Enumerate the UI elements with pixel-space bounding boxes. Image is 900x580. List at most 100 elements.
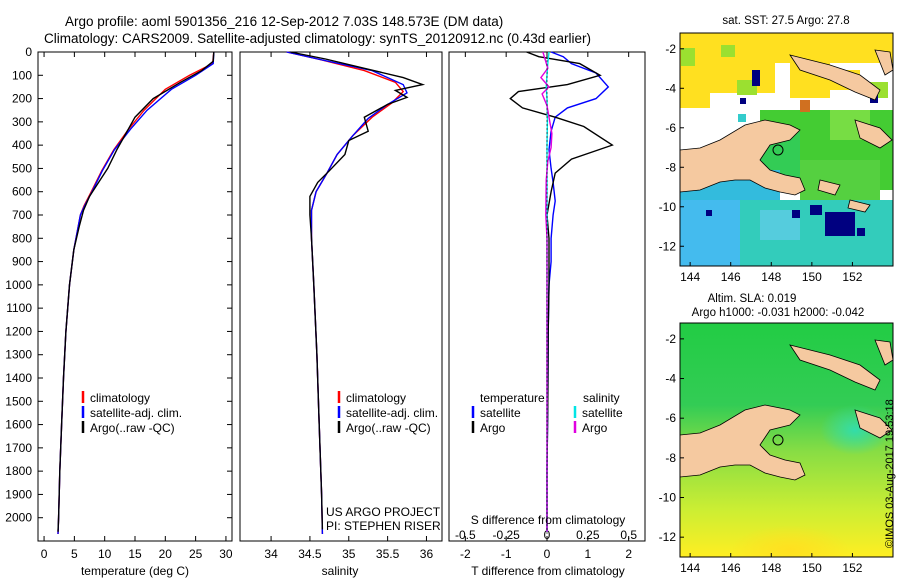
temperature-x-tick-label: 0 xyxy=(41,547,48,561)
project-label: US ARGO PROJECT xyxy=(326,505,441,519)
depth-tick-label: 1200 xyxy=(5,324,32,338)
legend-label-climatology: climatology xyxy=(90,391,150,405)
salinity-x-label: salinity xyxy=(322,564,359,578)
sla-lat-label: -12 xyxy=(659,530,677,544)
sst-map-panel: sat. SST: 27.5 Argo: 27.8 xyxy=(659,15,894,284)
sla-map-title-line-1: Altim. SLA: 0.019 xyxy=(708,293,797,305)
salinity-x-tick-label: 35.5 xyxy=(376,547,400,561)
legend-label-satellite: satellite-adj. clim. xyxy=(90,406,182,420)
depth-tick-label: 1100 xyxy=(6,301,32,315)
difference-legend: temperature salinity satellite Argo sate… xyxy=(471,391,623,435)
sst-lon-label: 148 xyxy=(761,270,781,284)
sla-map-panel: Altim. SLA: 0.019 Argo h1000: -0.031 h20… xyxy=(659,293,894,575)
temperature-x-tick-label: 20 xyxy=(159,547,173,561)
temperature-x-axis: 0 5 10 15 20 25 30 xyxy=(41,52,233,561)
sst-map-frame xyxy=(679,32,894,267)
depth-axis: 0 100 200 300 400 500 600 700 800 900 1000 1100 1200… xyxy=(5,45,232,525)
difference-x-tick-label: -2 xyxy=(460,547,471,561)
title-line-2: Climatology: CARS2009. Satellite-adjuste… xyxy=(44,31,591,46)
sst-lon-label: 146 xyxy=(721,270,741,284)
depth-tick-label: 1600 xyxy=(5,418,32,432)
sla-low-anomaly xyxy=(730,525,850,557)
s-difference-label: S difference from climatology xyxy=(471,513,626,527)
depth-tick-label: 1800 xyxy=(5,464,32,478)
sla-lon-label: 152 xyxy=(842,561,862,575)
temperature-x-tick-label: 25 xyxy=(189,547,203,561)
sla-lat-label: -10 xyxy=(659,491,677,505)
legend-label-s-argo: Argo xyxy=(582,421,608,435)
sst-lat-label: -6 xyxy=(665,121,676,135)
depth-tick-label: 1300 xyxy=(5,348,32,362)
temperature-x-tick-label: 30 xyxy=(219,547,233,561)
s-difference-tick-label: 0 xyxy=(544,528,551,542)
difference-panel: -2 -1 0 1 2 -0.5 -0.25 0 0.25 0.5 temperature sa… xyxy=(448,51,646,578)
t-difference-label: T difference from climatology xyxy=(471,564,625,578)
depth-tick-label: 500 xyxy=(12,161,32,175)
difference-x-tick-label: 1 xyxy=(584,547,591,561)
legend-label-t-argo: Argo xyxy=(480,421,506,435)
legend-label-climatology: climatology xyxy=(346,391,406,405)
s-difference-tick-label: 0.25 xyxy=(576,528,600,542)
legend-label-satellite: satellite-adj. clim. xyxy=(346,406,438,420)
depth-tick-label: 1000 xyxy=(5,278,32,292)
difference-series-s-argo xyxy=(540,51,553,532)
salinity-x-axis: 34 34.5 35 35.5 36 xyxy=(264,52,433,561)
sla-lat-label: -2 xyxy=(665,332,676,346)
temperature-x-tick-label: 10 xyxy=(98,547,112,561)
sla-lon-label: 150 xyxy=(802,561,822,575)
sla-lat-label: -6 xyxy=(665,411,676,425)
sla-lat-label: -4 xyxy=(665,372,676,386)
temperature-series xyxy=(57,51,215,535)
depth-tick-label: 1500 xyxy=(5,394,32,408)
s-difference-axis: -0.5 -0.25 0 0.25 0.5 xyxy=(455,528,637,542)
pi-label: PI: STEPHEN RISER xyxy=(326,519,441,533)
sla-argo-location-marker xyxy=(772,434,784,446)
depth-tick-label: 600 xyxy=(12,185,32,199)
salinity-series xyxy=(286,51,426,535)
sst-lat-label: -12 xyxy=(659,239,677,253)
salinity-series-argo-raw-qc xyxy=(290,51,426,530)
temperature-x-label: temperature (deg C) xyxy=(81,564,189,578)
sst-lat-label: -8 xyxy=(665,160,676,174)
temperature-x-tick-label: 15 xyxy=(128,547,142,561)
legend-label-t-satellite: satellite xyxy=(480,406,521,420)
depth-tick-label: 400 xyxy=(12,138,32,152)
sst-lat-label: -10 xyxy=(659,200,677,214)
salinity-x-tick-label: 35 xyxy=(342,547,356,561)
sst-land xyxy=(680,49,893,213)
legend-label-argo: Argo(..raw -QC) xyxy=(90,421,175,435)
depth-tick-label: 0 xyxy=(25,45,32,59)
t-difference-x-axis: -2 -1 0 1 2 xyxy=(460,52,632,561)
depth-tick-label: 800 xyxy=(12,231,32,245)
sla-lon-label: 148 xyxy=(761,561,781,575)
sla-land xyxy=(680,339,893,481)
legend-heading-temperature: temperature xyxy=(480,391,545,405)
sst-lon-label: 150 xyxy=(802,270,822,284)
difference-series xyxy=(509,51,614,541)
temperature-series-argo-raw-qc xyxy=(57,51,215,532)
salinity-x-tick-label: 34 xyxy=(264,547,278,561)
sla-map-axes: 144 146 148 150 152 -2 -4 -6 -8 -10 -12 xyxy=(659,332,863,575)
difference-x-tick-label: 0 xyxy=(544,547,551,561)
s-difference-tick-label: -0.25 xyxy=(492,528,520,542)
salinity-legend: climatology satellite-adj. clim. Argo(..… xyxy=(337,391,438,435)
depth-tick-label: 1400 xyxy=(5,371,32,385)
legend-heading-salinity: salinity xyxy=(583,391,620,405)
temperature-x-tick-label: 5 xyxy=(71,547,78,561)
s-difference-tick-label: 0.5 xyxy=(620,528,637,542)
depth-tick-label: 1700 xyxy=(5,441,32,455)
difference-x-tick-label: 2 xyxy=(625,547,632,561)
sst-lon-label: 152 xyxy=(842,270,862,284)
salinity-panel: 34 34.5 35 35.5 36 climatology satellite-adj… xyxy=(239,51,443,578)
difference-series-t-argo xyxy=(509,51,614,532)
depth-tick-label: 100 xyxy=(12,68,32,82)
sla-lat-label: -8 xyxy=(665,451,676,465)
temperature-plot-frame xyxy=(37,51,233,542)
s-difference-tick-label: -0.5 xyxy=(455,528,476,542)
sla-lon-label: 146 xyxy=(721,561,741,575)
salinity-x-tick-label: 34.5 xyxy=(298,547,322,561)
legend-label-s-satellite: satellite xyxy=(582,406,623,420)
sst-lat-label: -2 xyxy=(665,42,676,56)
depth-tick-label: 200 xyxy=(12,92,32,106)
sst-map-axes: 144 146 148 150 152 -2 -4 -6 -8 -10 -12 xyxy=(659,42,863,284)
